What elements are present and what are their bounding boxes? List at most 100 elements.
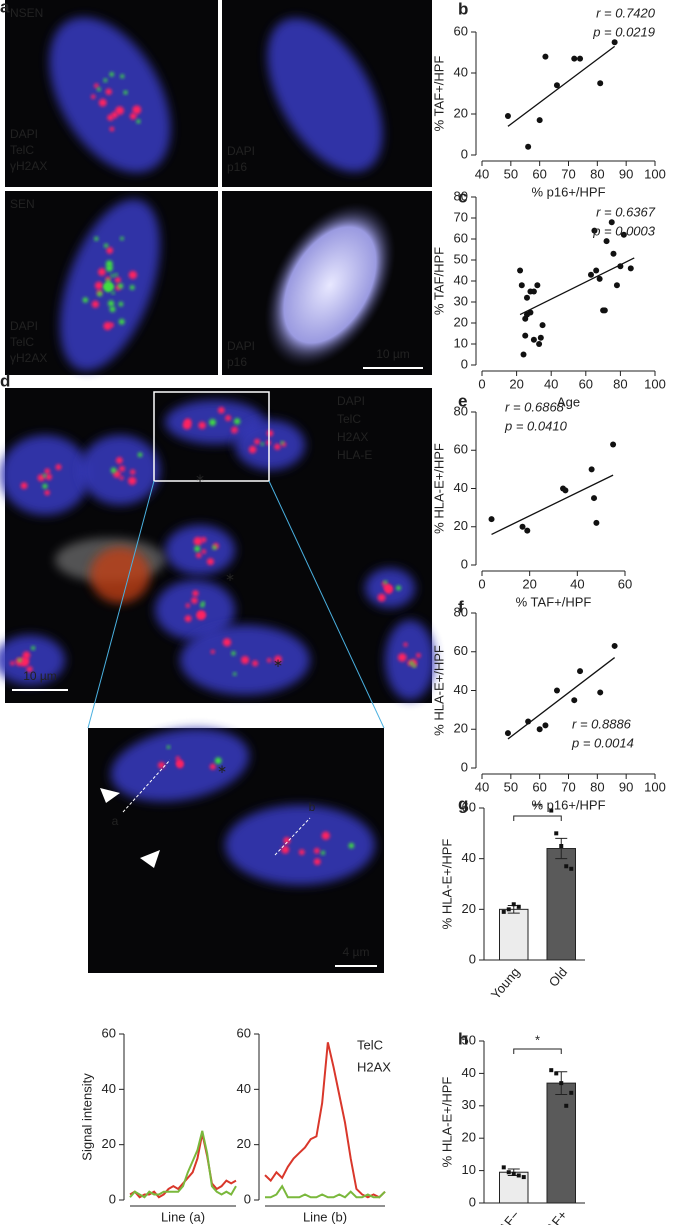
point [549, 808, 554, 813]
point [534, 282, 541, 289]
x-tick-label: 100 [644, 166, 666, 181]
telomere-spot [200, 537, 207, 543]
point [603, 238, 610, 245]
point [517, 267, 524, 274]
telomere-spot [129, 469, 136, 475]
image-label: p16 [227, 355, 247, 369]
h2ax-spot [212, 545, 217, 550]
y-tick-label: 60 [454, 230, 468, 245]
h2ax-spot [136, 119, 141, 124]
h2ax-spot [321, 850, 325, 855]
point [571, 697, 578, 704]
y-axis-label: % HLA-E+/HPF [431, 443, 446, 534]
point [524, 527, 531, 534]
image-label: TelC [10, 143, 34, 157]
image-label: TelC [10, 335, 34, 349]
telomere-spot [298, 849, 305, 856]
error-bar [555, 837, 568, 860]
point [521, 1175, 526, 1180]
h2ax-spot [280, 441, 284, 445]
image-label: 4 µm [343, 945, 370, 959]
y-tick-label: 20 [462, 901, 476, 916]
telomere-spot [105, 88, 112, 95]
point [608, 219, 615, 226]
telomere-spot [313, 858, 321, 866]
image-label: DAPI [227, 144, 255, 158]
legend-entry: H2AX [357, 1059, 391, 1074]
telomere-spot [193, 536, 203, 546]
point [569, 1090, 574, 1095]
h2ax-spot [94, 236, 99, 241]
telomere-spot [114, 276, 121, 284]
point [554, 831, 559, 836]
h2ax-spot [105, 260, 113, 268]
point [519, 523, 526, 530]
image-label: p16 [227, 160, 247, 174]
y-axis-label: % HLA-E+/HPF [439, 839, 454, 930]
telomere-spot [274, 655, 282, 664]
legend-entry: TelC [357, 1037, 383, 1052]
telomere-spot [90, 94, 96, 100]
telomere-spot [45, 473, 53, 481]
telomere-spot [111, 111, 119, 119]
h2ax-spot [412, 664, 417, 668]
h2ax-spot [118, 318, 125, 325]
telomere-spot [94, 281, 104, 290]
telomere-spot [383, 583, 391, 591]
point [504, 730, 511, 737]
point [627, 265, 634, 272]
h2ax-spot [214, 757, 222, 765]
nucleus [49, 17, 171, 173]
y-tick-label: 70 [454, 209, 468, 224]
y-tick-label: 20 [102, 1136, 116, 1151]
point [488, 516, 495, 523]
point [597, 80, 604, 87]
telomere-spot [91, 300, 100, 308]
telomere-spot [158, 761, 165, 769]
asterisk: ∗ [217, 762, 227, 776]
annotation: p = 0.0003 [592, 223, 656, 238]
point [501, 909, 506, 914]
significance: ** [532, 799, 542, 814]
significance: * [535, 1032, 540, 1047]
h2ax-spot [104, 243, 109, 248]
y-tick-label: 20 [454, 314, 468, 329]
telomere-spot [252, 660, 259, 667]
point [518, 282, 525, 289]
point [587, 271, 594, 278]
annotation: r = 0.6868 [505, 399, 565, 414]
y-tick-label: 0 [244, 1191, 251, 1206]
h2ax-spot [107, 284, 113, 290]
point [542, 722, 549, 729]
point [593, 519, 600, 526]
h2ax-spot [114, 273, 118, 277]
telomere-spot [416, 653, 421, 658]
x-tick-label: 90 [619, 166, 633, 181]
y-tick-label: 50 [462, 1032, 476, 1047]
y-tick-label: 60 [454, 23, 468, 38]
y-tick-label: 40 [462, 850, 476, 865]
point [523, 294, 530, 301]
panel-letter: g [458, 794, 468, 813]
telomere-spot [55, 464, 62, 471]
line [129, 1130, 237, 1199]
trend-line [491, 474, 614, 535]
y-axis-label: % HLA-E+/HPF [439, 1077, 454, 1168]
x-tick-label: 90 [619, 779, 633, 794]
y-tick-label: 60 [462, 799, 476, 814]
point [577, 55, 584, 62]
y-tick-label: 60 [454, 643, 468, 658]
image-label: DAPI [227, 339, 255, 353]
h2ax-spot [120, 236, 124, 241]
telomere-spot [176, 761, 184, 769]
h2ax-spot [82, 297, 89, 303]
x-tick-label: 0 [478, 376, 485, 391]
telomere-spot [128, 270, 138, 280]
point [597, 689, 604, 696]
nucleus [155, 580, 235, 640]
asterisk: ∗ [273, 656, 283, 670]
x-tick-label: 40 [570, 576, 584, 591]
h2ax-spot [233, 672, 237, 676]
point [506, 1170, 511, 1175]
y-tick-label: 20 [454, 721, 468, 736]
